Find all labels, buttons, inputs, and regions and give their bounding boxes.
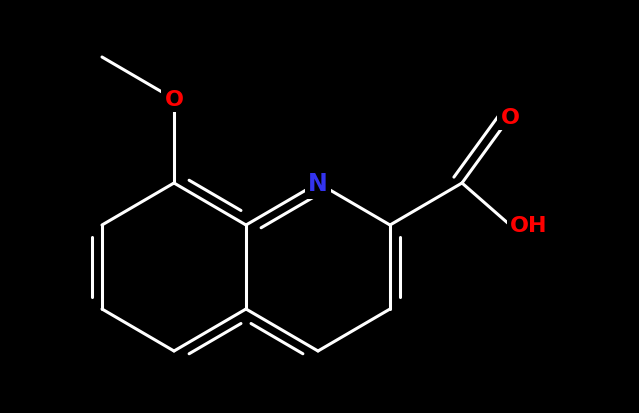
Text: O: O bbox=[500, 108, 520, 128]
Text: N: N bbox=[308, 171, 328, 195]
Text: OH: OH bbox=[510, 216, 548, 235]
Text: O: O bbox=[164, 90, 183, 110]
